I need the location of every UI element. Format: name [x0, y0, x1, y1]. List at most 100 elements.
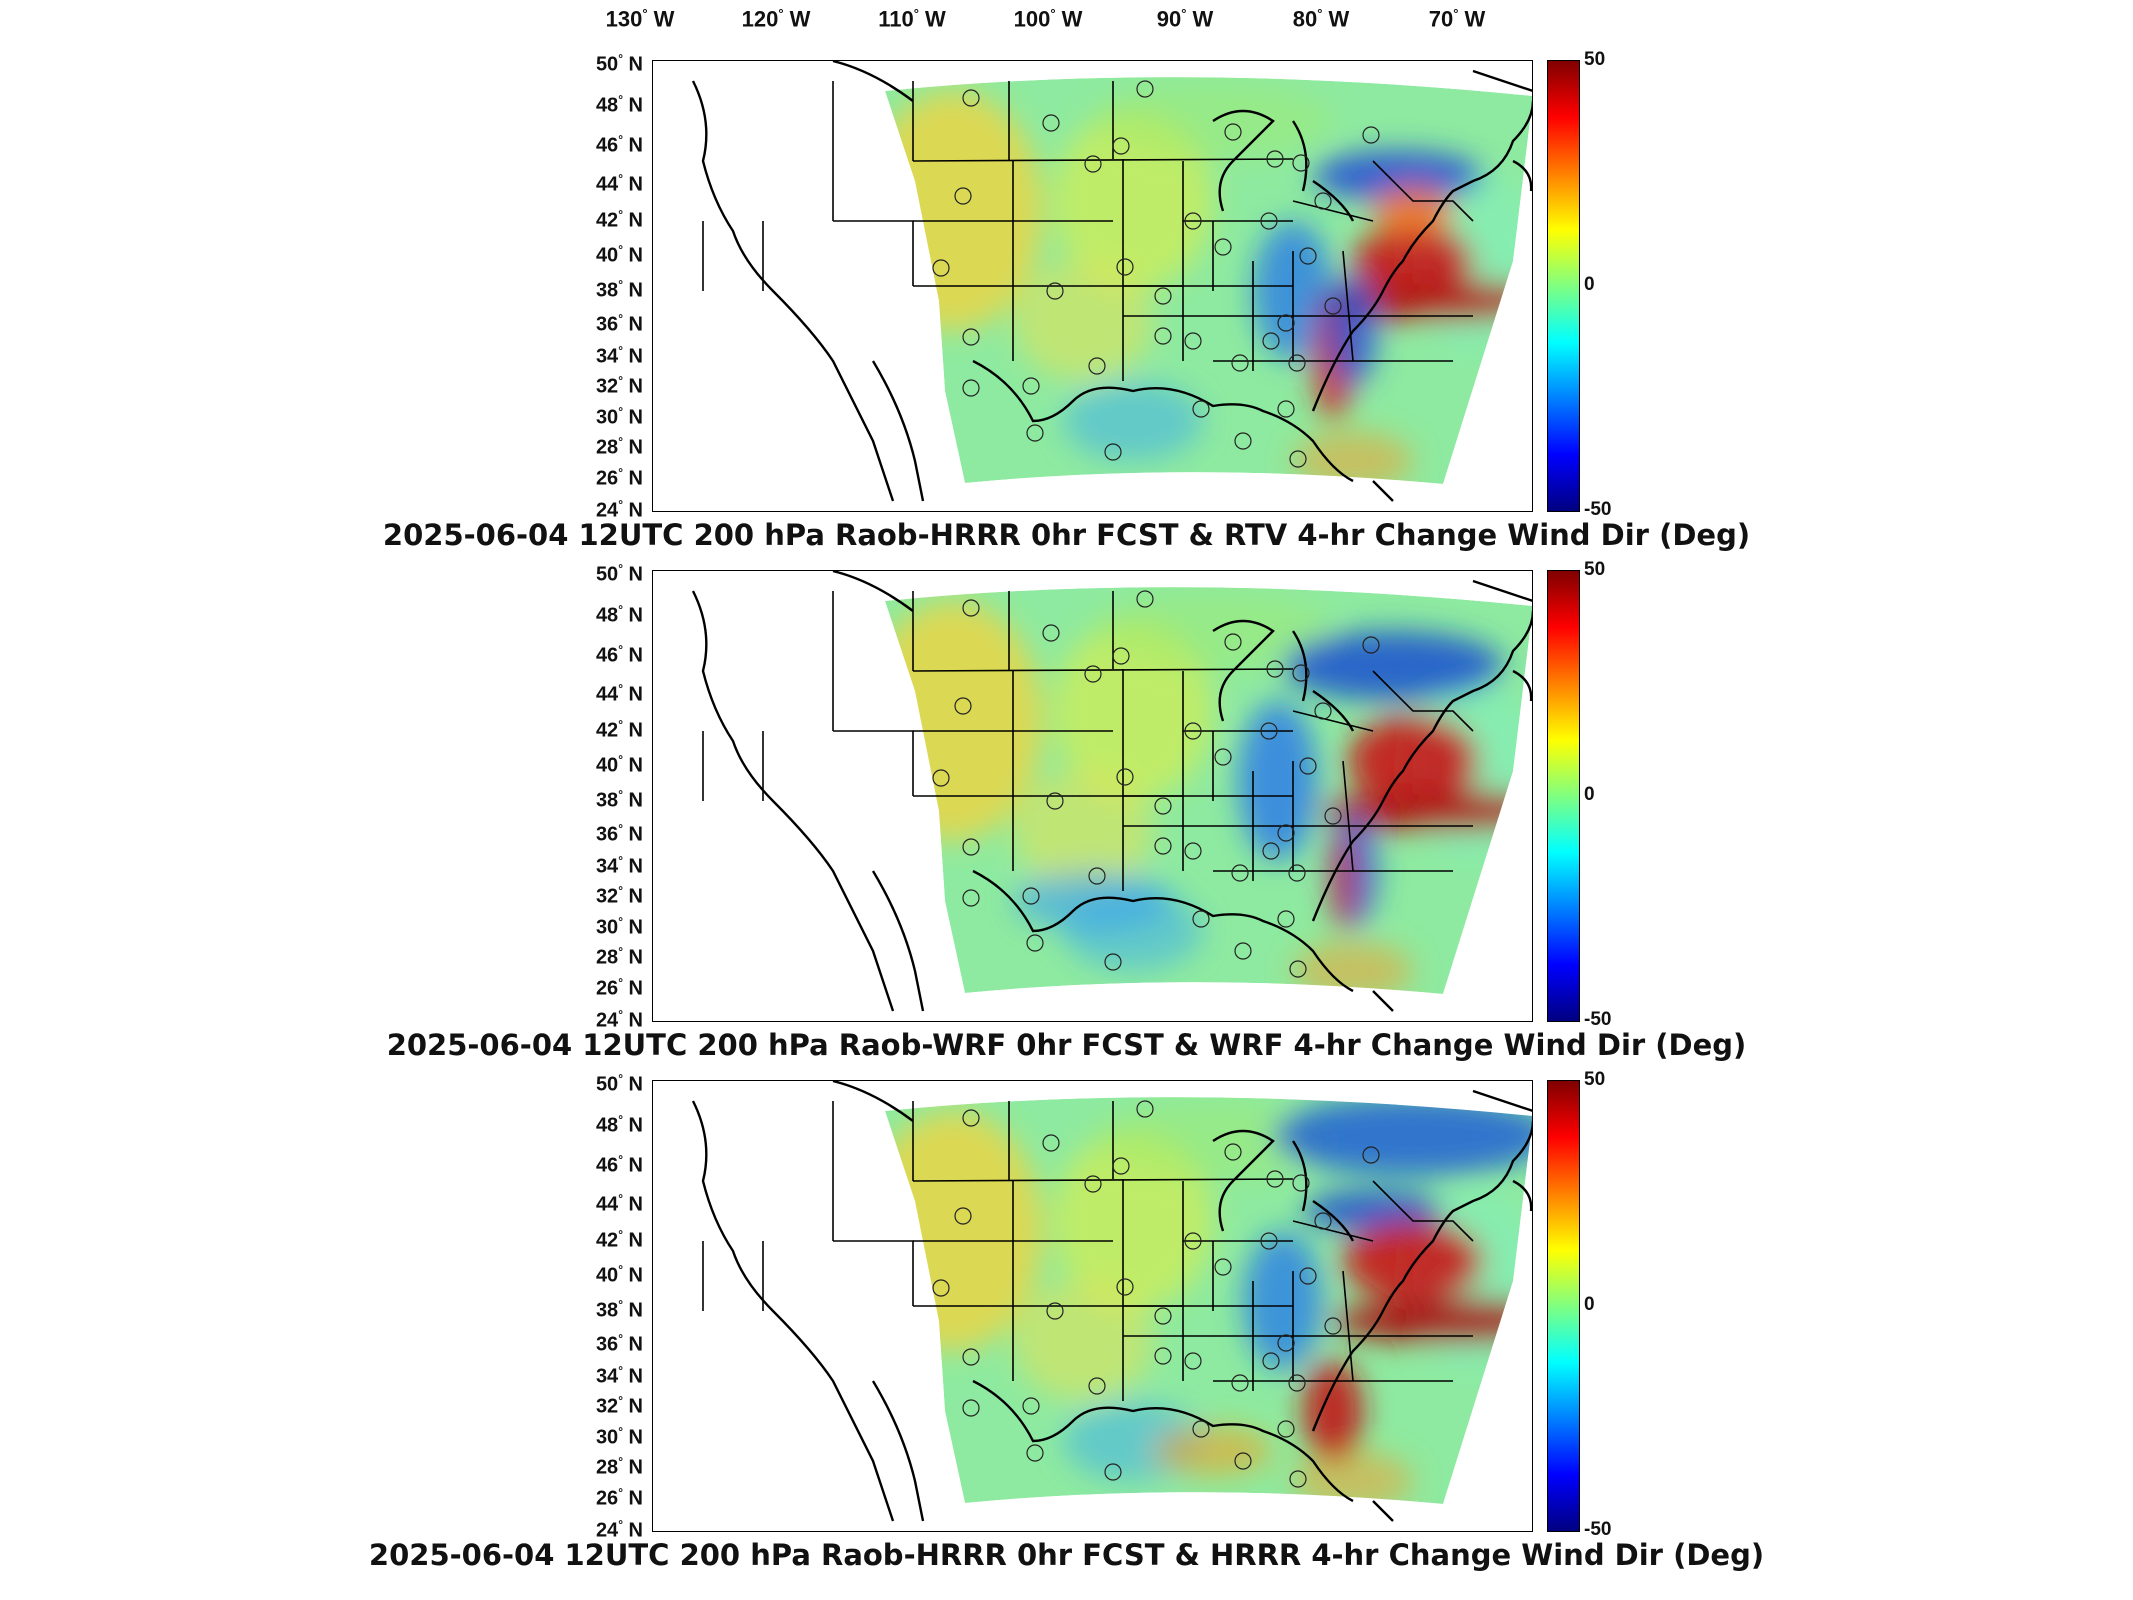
raob-station-marker	[1260, 1232, 1278, 1250]
coastline	[691, 61, 1532, 502]
coast-line	[972, 359, 1354, 483]
state-line	[1342, 760, 1354, 872]
raob-station-marker	[1042, 1134, 1060, 1152]
wind-direction-field	[885, 587, 1532, 995]
raob-station-marker	[1266, 1170, 1284, 1188]
raob-station-marker	[962, 328, 980, 346]
raob-station-marker	[1192, 1420, 1210, 1438]
raob-station-marker	[1084, 155, 1102, 173]
colorbar-tick-mid: 0	[1584, 1294, 1595, 1315]
colorbar	[1547, 1080, 1580, 1532]
raob-station-marker	[954, 697, 972, 715]
lon-label: 80° W	[1292, 6, 1350, 32]
coast-line	[691, 80, 895, 502]
field-region	[885, 601, 1043, 841]
field-region	[1303, 1361, 1363, 1461]
state-line	[1182, 1181, 1293, 1242]
colorbar-tick-mid: 0	[1584, 784, 1595, 805]
raob-station-marker	[962, 89, 980, 107]
raob-station-marker	[1154, 797, 1172, 815]
raob-station-marker	[1299, 247, 1317, 265]
lat-label: 50° N	[595, 51, 643, 76]
raob-station-marker	[1262, 842, 1280, 860]
raob-station-marker	[1224, 123, 1242, 141]
raob-station-marker	[1289, 450, 1307, 468]
raob-station-marker	[1288, 354, 1306, 372]
lat-label: 26° N	[595, 1485, 643, 1510]
lat-label: 50° N	[595, 561, 643, 586]
raob-station-marker	[1084, 1175, 1102, 1193]
raob-station-marker	[1192, 400, 1210, 418]
colorbar-tick-min: -50	[1584, 1009, 1612, 1030]
raob-station-marker	[1214, 748, 1232, 766]
raob-station-marker	[1289, 1470, 1307, 1488]
lat-label: 36° N	[595, 311, 643, 336]
lat-label: 42° N	[595, 1227, 643, 1252]
state-line	[1292, 1220, 1374, 1242]
raob-station-marker	[1046, 282, 1064, 300]
raob-station-marker	[954, 187, 972, 205]
raob-station-marker	[1289, 960, 1307, 978]
raob-station-marker	[1184, 1232, 1202, 1250]
colorbar-tick-min: -50	[1584, 499, 1612, 520]
raob-station-marker	[932, 259, 950, 277]
coastline	[691, 1081, 1532, 1522]
coast-line	[1212, 619, 1355, 732]
map-canvas	[691, 1081, 1532, 1522]
coast-line	[972, 1379, 1354, 1503]
raob-station-marker	[1136, 590, 1154, 608]
raob-station-marker	[1277, 910, 1295, 928]
raob-station-marker	[1192, 910, 1210, 928]
state-line	[833, 220, 914, 286]
raob-station-marker	[1299, 757, 1317, 775]
panel-caption: 2025-06-04 12UTC 200 hPa Raob-HRRR 0hr F…	[368, 1538, 1765, 1572]
map-frame	[652, 570, 1533, 1022]
field-region	[1343, 1221, 1483, 1301]
raob-station-marker	[962, 1399, 980, 1417]
field-region	[1283, 631, 1503, 701]
lat-label: 46° N	[595, 132, 643, 157]
raob-stations	[932, 80, 1380, 468]
raob-station-marker	[1026, 424, 1044, 442]
raob-station-marker	[1184, 722, 1202, 740]
raob-station-marker	[962, 838, 980, 856]
raob-station-marker	[1314, 702, 1332, 720]
raob-station-marker	[962, 379, 980, 397]
raob-station-marker	[1042, 114, 1060, 132]
raob-station-marker	[1022, 887, 1040, 905]
state-line	[1372, 160, 1474, 222]
raob-station-marker	[1088, 867, 1106, 885]
raob-station-marker	[1314, 192, 1332, 210]
raob-station-marker	[1088, 1377, 1106, 1395]
raob-station-marker	[1231, 1374, 1249, 1392]
raob-station-marker	[1288, 864, 1306, 882]
state-line	[1292, 200, 1374, 222]
panel-caption: 2025-06-04 12UTC 200 hPa Raob-HRRR 0hr F…	[382, 518, 1751, 552]
lat-label: 30° N	[595, 914, 643, 939]
raob-station-marker	[1362, 636, 1380, 654]
raob-station-marker	[1112, 647, 1130, 665]
map-canvas	[691, 61, 1532, 502]
raob-station-marker	[1277, 400, 1295, 418]
field-region	[1353, 226, 1473, 296]
coast-line	[1472, 69, 1532, 192]
raob-station-marker	[1154, 287, 1172, 305]
raob-station-marker	[1362, 1146, 1380, 1164]
raob-station-marker	[962, 1109, 980, 1127]
raob-station-marker	[1292, 664, 1310, 682]
raob-station-marker	[1136, 1100, 1154, 1118]
lat-label: 46° N	[595, 1152, 643, 1177]
coast-line	[1311, 1120, 1532, 1432]
colorbar-tick-max: 50	[1584, 559, 1606, 580]
raob-station-marker	[1022, 377, 1040, 395]
state-line	[833, 730, 914, 796]
field-region	[1063, 381, 1203, 461]
field-region	[1331, 831, 1355, 931]
raob-station-marker	[1112, 137, 1130, 155]
field-region	[1153, 1426, 1273, 1476]
field-region	[1013, 771, 1153, 891]
lat-label: 34° N	[595, 1363, 643, 1388]
coast-line	[871, 1380, 925, 1522]
coast-line	[832, 61, 1394, 502]
raob-station-marker	[1234, 1452, 1252, 1470]
